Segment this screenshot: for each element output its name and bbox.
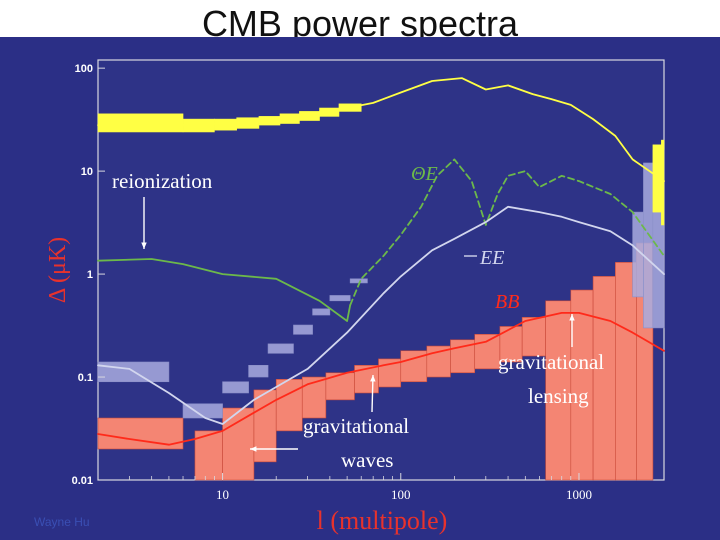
te-series-line xyxy=(349,158,665,306)
bb-error-box xyxy=(474,334,501,370)
reionization-arrow-head xyxy=(141,242,147,249)
bb-error-box xyxy=(194,430,223,481)
gravitational-lensing-label: gravitational xyxy=(498,350,604,374)
axis-layer: 10 100 1000 0.01 0.1 1 10 100 Δ (μK) l (multipole… xyxy=(45,63,592,535)
power-spectrum-chart: 10 100 1000 0.01 0.1 1 10 100 Δ (μK) l (multipole… xyxy=(45,59,665,535)
y-tick-label: 10 xyxy=(81,166,93,178)
ee-error-box xyxy=(643,162,654,329)
ee-error-box xyxy=(312,308,331,316)
curve-layer xyxy=(97,77,665,446)
tt-error-box xyxy=(97,113,184,133)
ee-series-label: EE xyxy=(479,247,504,269)
bb-series-label: BB xyxy=(495,291,519,313)
x-tick-label: 100 xyxy=(391,487,411,502)
tt-error-box xyxy=(236,117,260,129)
x-tick-label: 1000 xyxy=(566,487,592,502)
y-tick-label: 0.1 xyxy=(78,372,93,384)
bb-series-line xyxy=(97,312,665,446)
bb-error-box xyxy=(545,300,572,481)
bb-error-box xyxy=(275,379,303,432)
tt-series-line xyxy=(97,77,665,182)
bb-error-box xyxy=(253,389,277,463)
tt-error-box xyxy=(661,139,665,226)
gravitational-waves-label: waves xyxy=(341,448,393,472)
author-credit: Wayne Hu xyxy=(34,515,90,529)
gravitational-waves-label: gravitational xyxy=(303,414,409,438)
reionization-label: reionization xyxy=(112,169,213,193)
te-series-label: ΘE xyxy=(411,163,438,185)
ee-error-box xyxy=(222,381,249,394)
x-axis-label: l (multipole) xyxy=(317,506,448,535)
tt-error-box xyxy=(214,118,237,131)
ee-series-line xyxy=(97,205,665,425)
annotation-layer: reionization gravitational waves gravitatio… xyxy=(112,163,604,472)
y-axis-label: Δ (μK) xyxy=(45,237,71,303)
ee-error-box xyxy=(182,403,223,419)
tt-error-box xyxy=(182,118,215,133)
y-tick-label: 100 xyxy=(75,63,93,75)
y-tick-label: 1 xyxy=(87,269,93,281)
gravitational-waves-arrow-up-head xyxy=(370,375,376,382)
chart-panel: 10 100 1000 0.01 0.1 1 10 100 Δ (μK) l (multipole… xyxy=(0,37,720,540)
bb-error-box xyxy=(592,276,616,481)
ee-error-box xyxy=(329,295,351,302)
gravitational-waves-arrow-left-head xyxy=(250,446,257,452)
bb-error-box xyxy=(222,407,255,481)
ee-error-box xyxy=(267,343,294,354)
gravitational-lensing-label: lensing xyxy=(528,384,589,408)
ee-error-box xyxy=(248,365,269,378)
slide-title: CMB power spectra xyxy=(201,3,519,44)
x-tick-label: 10 xyxy=(216,487,229,502)
y-tick-label: 0.01 xyxy=(72,475,93,487)
ee-error-box xyxy=(293,324,313,335)
gravitational-lensing-arrow-head xyxy=(569,314,575,321)
te-series-line xyxy=(97,258,352,322)
